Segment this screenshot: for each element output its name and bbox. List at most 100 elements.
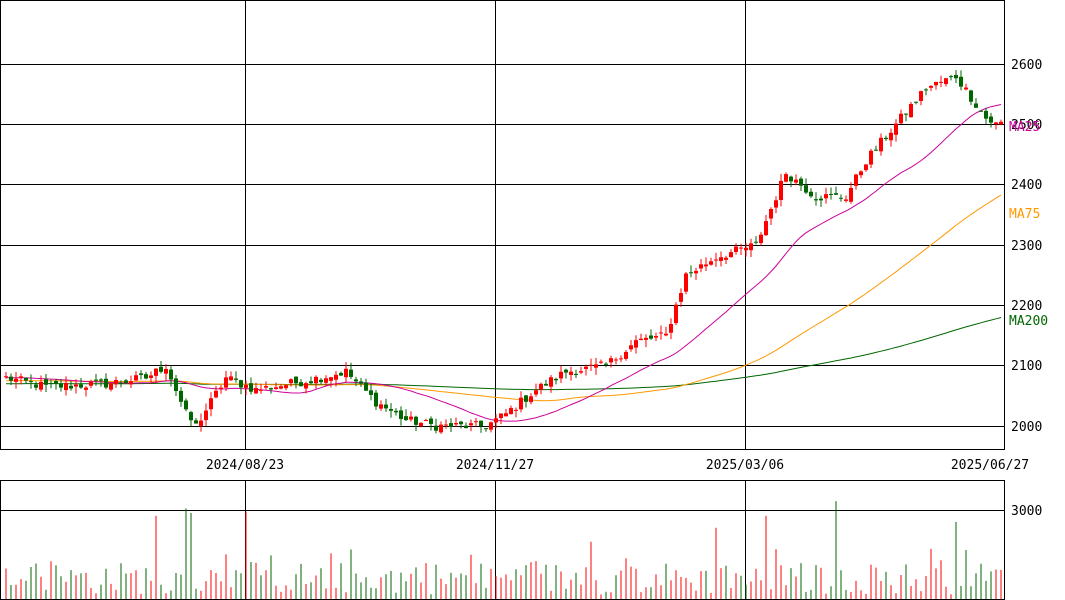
- candle-body: [929, 85, 933, 88]
- candle-body: [624, 351, 628, 359]
- volume-tick-3000: 3000: [1011, 504, 1042, 519]
- candle-body: [499, 413, 503, 419]
- candle-body: [364, 382, 368, 391]
- candle-body: [329, 377, 333, 381]
- candle-body: [274, 387, 278, 390]
- vertical-gridlines: [245, 0, 746, 600]
- ma200-line: [6, 317, 1002, 391]
- candle-body: [94, 379, 98, 381]
- candle-body: [239, 380, 243, 388]
- candle-body: [114, 380, 118, 385]
- candle-body: [289, 379, 293, 384]
- candle-body: [744, 247, 748, 251]
- candle-body: [524, 395, 528, 402]
- candle-body: [224, 377, 228, 388]
- candle-body: [474, 421, 478, 423]
- ma25-label: MA25: [1009, 120, 1040, 135]
- candle-body: [964, 87, 968, 90]
- candle-body: [134, 375, 138, 381]
- candle-body: [324, 378, 328, 383]
- candle-body: [69, 385, 73, 389]
- candle-body: [834, 193, 838, 195]
- candle-body: [759, 234, 763, 244]
- candle-body: [344, 368, 348, 378]
- candle-body: [159, 366, 163, 372]
- candle-body: [859, 171, 863, 176]
- candle-body: [119, 382, 123, 384]
- candle-body: [34, 384, 38, 388]
- candle-body: [174, 378, 178, 391]
- ma200-label: MA200: [1009, 314, 1048, 329]
- candle-body: [814, 199, 818, 201]
- candle-body: [149, 375, 153, 378]
- candle-body: [439, 424, 443, 433]
- candle-body: [609, 358, 613, 363]
- candle-body: [464, 425, 468, 429]
- candle-body: [794, 179, 798, 183]
- candle-body: [179, 390, 183, 402]
- candle-body: [194, 420, 198, 424]
- candle-body: [404, 416, 408, 421]
- candle-body: [129, 381, 133, 385]
- candle-body: [14, 378, 18, 382]
- candle-body: [919, 91, 923, 102]
- candle-body: [144, 374, 148, 379]
- candle-body: [304, 383, 308, 389]
- candle-body: [999, 121, 1003, 125]
- candle-body: [714, 259, 718, 261]
- candle-body: [844, 199, 848, 201]
- candle-body: [124, 380, 128, 383]
- candle-body: [914, 101, 918, 103]
- candle-body: [539, 383, 543, 390]
- candle-body: [139, 373, 143, 375]
- candle-body: [19, 376, 23, 379]
- candle-body: [89, 381, 93, 386]
- y-tick-2400: 2400: [1011, 178, 1042, 193]
- candle-body: [219, 387, 223, 389]
- candle-body: [684, 273, 688, 292]
- candle-body: [569, 371, 573, 375]
- candle-body: [79, 384, 83, 388]
- candle-body: [494, 418, 498, 423]
- candle-body: [629, 345, 633, 350]
- candle-body: [739, 247, 743, 249]
- candle-body: [444, 424, 448, 426]
- candle-body: [509, 408, 513, 415]
- y-tick-2600: 2600: [1011, 58, 1042, 73]
- candle-body: [824, 194, 828, 199]
- candle-body: [734, 246, 738, 252]
- candle-body: [204, 410, 208, 421]
- candle-body: [874, 149, 878, 151]
- candle-body: [604, 363, 608, 365]
- candle-body: [949, 76, 953, 78]
- candle-body: [719, 257, 723, 262]
- candle-body: [314, 376, 318, 384]
- candle-body: [969, 90, 973, 102]
- candle-body: [339, 372, 343, 376]
- candle-body: [104, 378, 108, 388]
- candle-body: [554, 378, 558, 381]
- candle-body: [374, 392, 378, 407]
- candle-body: [724, 257, 728, 260]
- candle-body: [749, 243, 753, 251]
- candle-body: [704, 264, 708, 267]
- candle-body: [909, 103, 913, 118]
- x-tick-2025-06-27: 2025/06/27: [951, 458, 1029, 473]
- candle-body: [349, 369, 353, 377]
- candle-body: [839, 197, 843, 199]
- candle-body: [984, 110, 988, 119]
- candle-body: [24, 377, 28, 381]
- candles-group: [4, 70, 1003, 434]
- candle-body: [394, 410, 398, 413]
- candle-body: [169, 369, 173, 380]
- candle-body: [549, 377, 553, 387]
- candle-body: [974, 103, 978, 108]
- candle-body: [319, 379, 323, 383]
- y-tick-2000: 2000: [1011, 420, 1042, 435]
- candle-body: [454, 423, 458, 425]
- candle-body: [434, 425, 438, 431]
- candle-body: [904, 113, 908, 115]
- candle-body: [254, 387, 258, 394]
- candle-body: [899, 113, 903, 124]
